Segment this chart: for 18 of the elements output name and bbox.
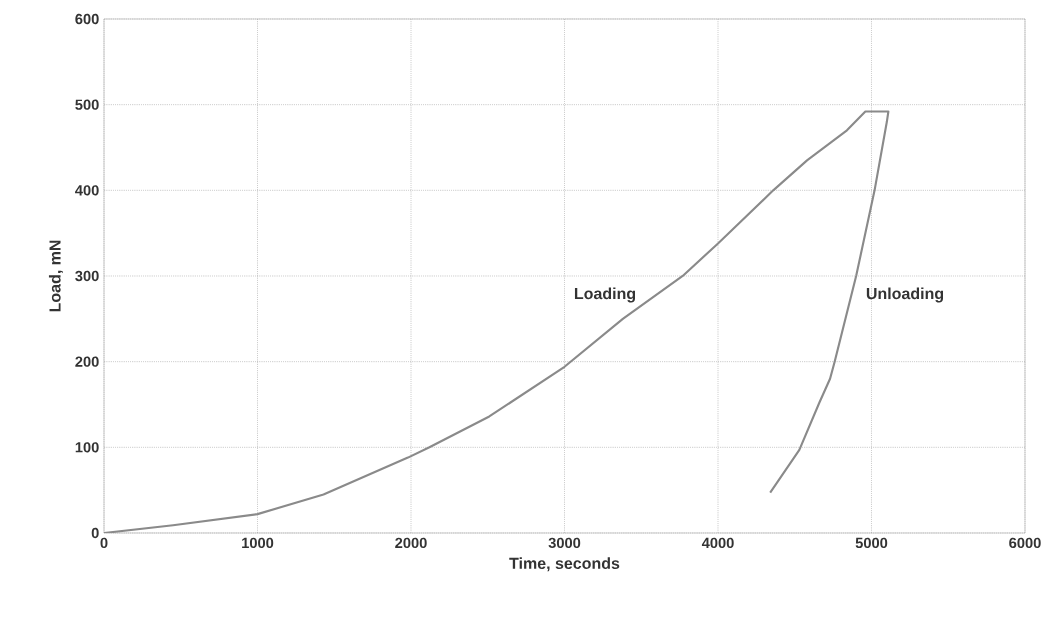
y-tick-label: 100 xyxy=(75,442,99,453)
y-tick-label: 200 xyxy=(75,356,99,367)
annotation: Loading xyxy=(574,287,636,303)
x-tick-label: 3000 xyxy=(548,537,581,549)
y-tick-label: 500 xyxy=(75,99,99,110)
x-tick-label: 2000 xyxy=(395,537,427,549)
x-tick-label: 5000 xyxy=(855,537,888,549)
x-tick-label: 1000 xyxy=(242,537,274,549)
x-tick-label: 6000 xyxy=(1009,537,1041,549)
y-tick-label: 600 xyxy=(75,13,99,25)
y-tick-label: 300 xyxy=(75,270,99,282)
x-axis-title: Time, seconds xyxy=(509,557,620,572)
x-tick-label: 0 xyxy=(100,537,108,549)
y-tick-label: 0 xyxy=(91,527,99,539)
annotation: Unloading xyxy=(866,287,944,303)
y-axis-title: Load, mN xyxy=(48,240,63,312)
y-tick-label: 400 xyxy=(75,185,99,196)
x-tick-label: 4000 xyxy=(701,537,734,549)
